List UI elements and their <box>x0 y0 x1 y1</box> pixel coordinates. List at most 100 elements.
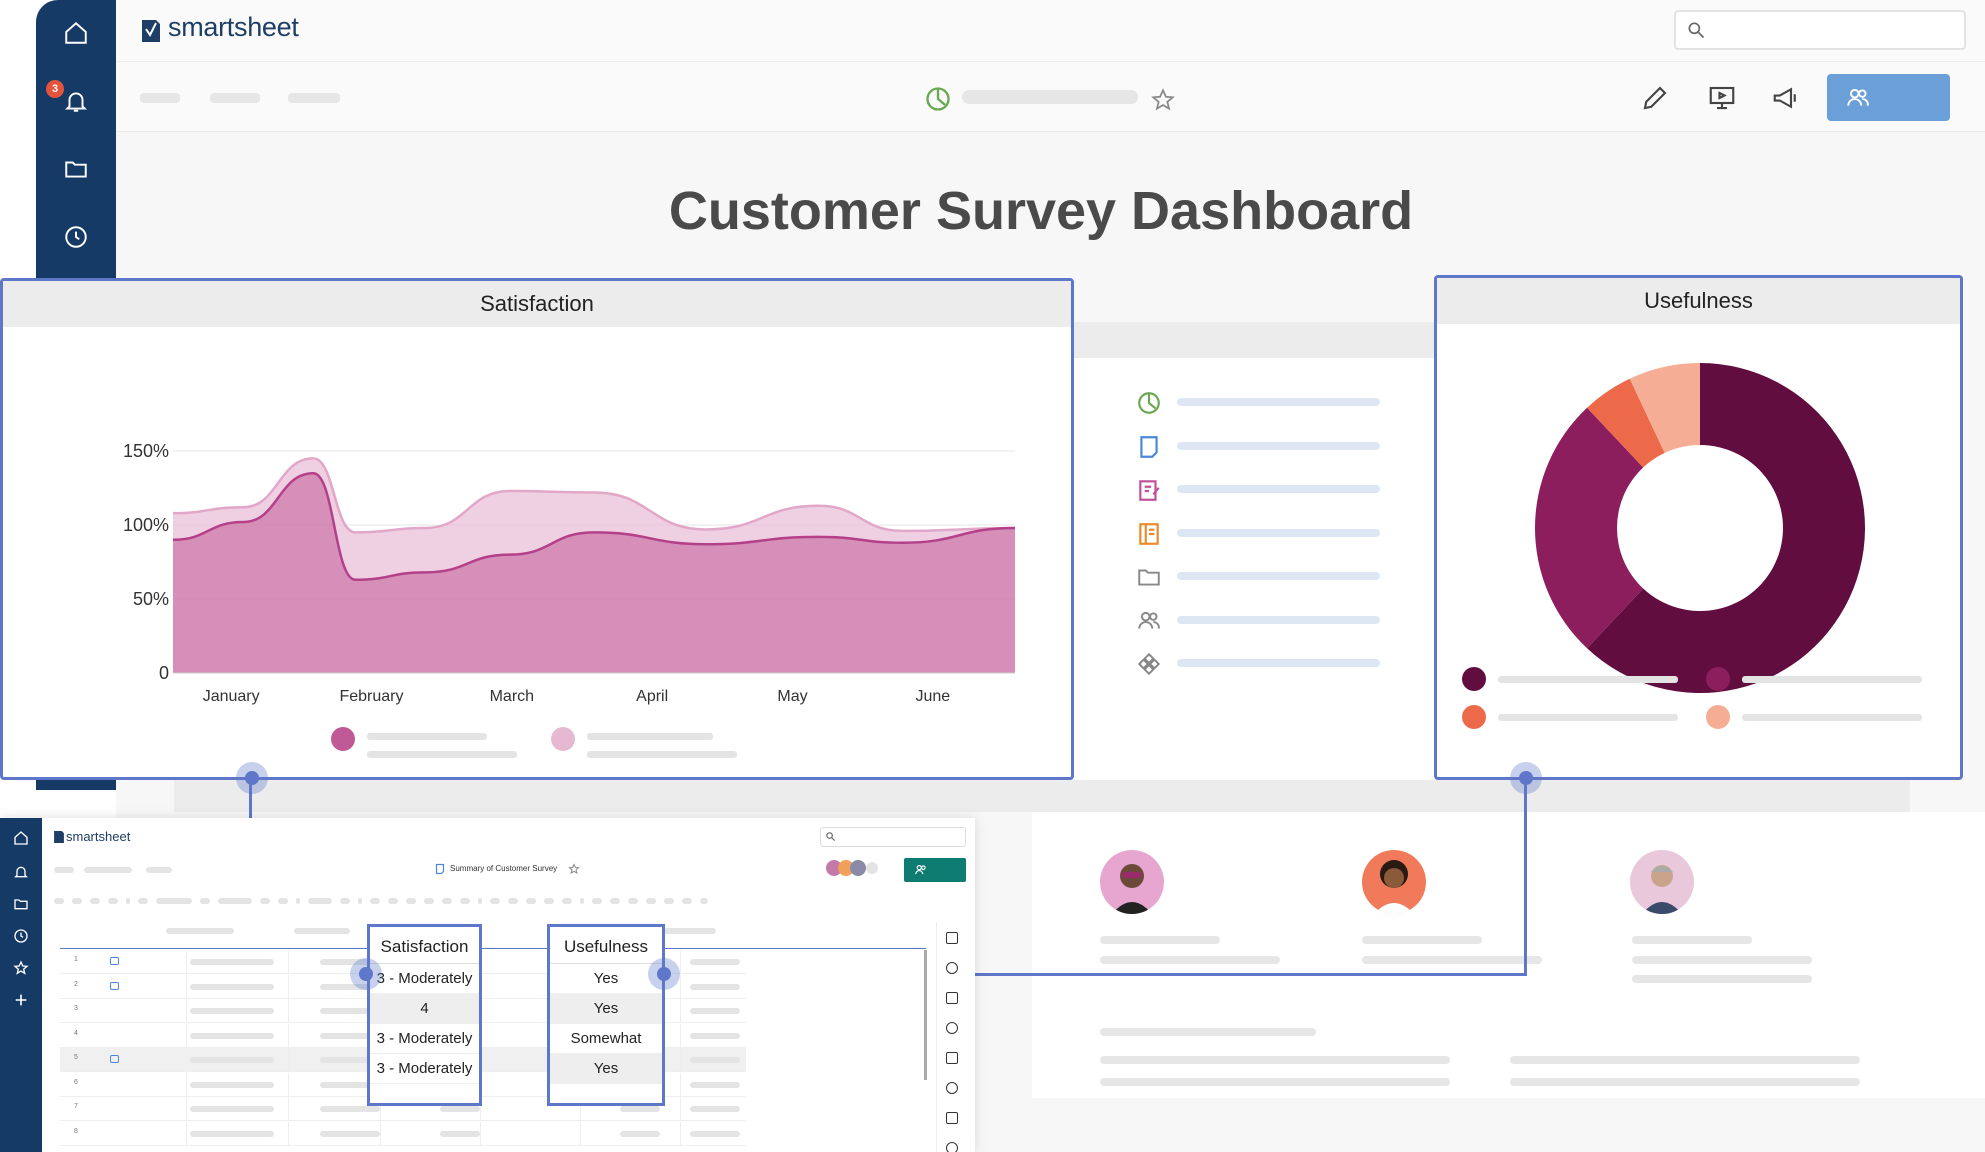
sheet-search-input[interactable] <box>820 827 966 847</box>
cell-placeholder[interactable] <box>190 959 274 965</box>
sheet-share-button[interactable] <box>904 858 966 882</box>
toolbar-button[interactable] <box>478 898 482 904</box>
attachment-icon[interactable] <box>946 962 958 974</box>
folder-icon[interactable] <box>60 153 92 185</box>
toolbar-button[interactable] <box>664 898 674 904</box>
cell-placeholder[interactable] <box>190 1130 274 1137</box>
toolbar-button[interactable] <box>90 898 100 904</box>
cell-placeholder[interactable] <box>690 983 740 990</box>
toolbar-button[interactable] <box>544 898 554 904</box>
comment-icon[interactable] <box>110 957 119 965</box>
share-button[interactable] <box>1827 74 1950 121</box>
comment-icon[interactable] <box>946 932 958 944</box>
breadcrumb-placeholder[interactable] <box>54 867 74 873</box>
breadcrumb-placeholder[interactable] <box>146 867 172 873</box>
cell-value[interactable]: Yes <box>550 964 662 994</box>
usefulness-panel[interactable]: Usefulness <box>1434 275 1963 780</box>
add-collaborator-button[interactable] <box>866 862 878 874</box>
cell-placeholder[interactable] <box>320 959 380 965</box>
clock-icon[interactable] <box>60 221 92 253</box>
cell-placeholder[interactable] <box>440 1106 480 1112</box>
toolbar-button[interactable] <box>126 898 130 904</box>
cell-placeholder[interactable] <box>320 1057 380 1063</box>
cell-value[interactable]: Yes <box>550 994 662 1024</box>
toolbar-button[interactable] <box>340 898 350 904</box>
summary-icon[interactable] <box>946 1142 958 1152</box>
link-placeholder[interactable] <box>1177 398 1380 406</box>
toolbar-button[interactable] <box>156 898 192 904</box>
cell-placeholder[interactable] <box>320 1106 380 1112</box>
toolbar-button[interactable] <box>424 898 434 904</box>
pencil-icon[interactable] <box>1640 83 1670 113</box>
comment-icon[interactable] <box>110 981 119 990</box>
toolbar-button[interactable] <box>442 898 452 904</box>
toolbar-button[interactable] <box>200 898 210 904</box>
link-placeholder[interactable] <box>1177 529 1380 537</box>
history-icon[interactable] <box>946 1022 958 1034</box>
breadcrumb-placeholder[interactable] <box>84 867 132 873</box>
bell-icon[interactable] <box>13 864 29 880</box>
cell-value[interactable]: 3 - Moderately <box>370 1054 479 1084</box>
cell-placeholder[interactable] <box>690 1106 740 1112</box>
megaphone-icon[interactable] <box>1771 83 1801 113</box>
cell-placeholder[interactable] <box>190 1106 274 1112</box>
table-row[interactable]: 7 <box>60 1097 746 1121</box>
print-icon[interactable] <box>946 992 958 1004</box>
scrollbar[interactable] <box>924 950 927 1080</box>
table-row[interactable]: 8 <box>60 1121 746 1146</box>
cell-placeholder[interactable] <box>190 1081 274 1088</box>
toolbar-button[interactable] <box>260 898 270 904</box>
toolbar-button[interactable] <box>700 898 708 904</box>
breadcrumb-placeholder[interactable] <box>140 93 180 103</box>
toolbar-button[interactable] <box>54 898 64 904</box>
search-input[interactable] <box>1674 10 1966 50</box>
home-icon[interactable] <box>60 17 92 49</box>
breadcrumb-placeholder[interactable] <box>288 93 340 103</box>
cell-placeholder[interactable] <box>690 1130 740 1137</box>
cell-value[interactable]: 3 - Moderately <box>370 1024 479 1054</box>
cell-value[interactable]: Somewhat <box>550 1024 662 1054</box>
plus-icon[interactable] <box>13 992 29 1008</box>
toolbar-button[interactable] <box>108 898 118 904</box>
cell-placeholder[interactable] <box>620 1106 660 1112</box>
cell-placeholder[interactable] <box>190 1057 274 1063</box>
clock-icon[interactable] <box>13 928 29 944</box>
toolbar-button[interactable] <box>460 898 470 904</box>
toolbar-button[interactable] <box>138 898 148 904</box>
toolbar-button[interactable] <box>562 898 572 904</box>
comment-icon[interactable] <box>110 1055 119 1063</box>
toolbar-button[interactable] <box>218 898 252 904</box>
toolbar-button[interactable] <box>358 898 362 904</box>
usefulness-column-callout[interactable]: Usefulness Yes Yes Somewhat Yes <box>547 924 665 1106</box>
activity-icon[interactable] <box>946 1082 958 1094</box>
link-placeholder[interactable] <box>1177 659 1380 667</box>
star-icon[interactable] <box>13 960 29 976</box>
cell-placeholder[interactable] <box>440 1130 480 1137</box>
cell-placeholder[interactable] <box>190 1032 274 1039</box>
cell-placeholder[interactable] <box>690 959 740 965</box>
toolbar-button[interactable] <box>490 898 500 904</box>
star-icon[interactable] <box>568 863 580 875</box>
folder-icon[interactable] <box>13 896 29 912</box>
cell-placeholder[interactable] <box>690 1081 740 1088</box>
cell-placeholder[interactable] <box>320 1008 380 1014</box>
link-placeholder[interactable] <box>1177 485 1380 493</box>
cell-placeholder[interactable] <box>620 1130 660 1137</box>
star-icon[interactable] <box>1150 87 1176 113</box>
toolbar-button[interactable] <box>388 898 398 904</box>
collaborator-avatar[interactable] <box>850 860 866 876</box>
cell-placeholder[interactable] <box>190 1008 274 1014</box>
cell-placeholder[interactable] <box>320 983 380 990</box>
home-icon[interactable] <box>13 830 29 846</box>
present-icon[interactable] <box>1707 83 1737 113</box>
cell-value[interactable]: 3 - Moderately <box>370 964 479 994</box>
toolbar-button[interactable] <box>580 898 584 904</box>
toolbar-button[interactable] <box>308 898 332 904</box>
toolbar-button[interactable] <box>592 898 602 904</box>
toolbar-button[interactable] <box>278 898 288 904</box>
publish-icon[interactable] <box>946 1112 958 1124</box>
satisfaction-panel[interactable]: Satisfaction 150% 100% 50% 0 January February… <box>0 278 1074 780</box>
toolbar-button[interactable] <box>610 898 620 904</box>
cell-value[interactable]: 4 <box>370 994 479 1024</box>
link-placeholder[interactable] <box>1177 572 1380 580</box>
